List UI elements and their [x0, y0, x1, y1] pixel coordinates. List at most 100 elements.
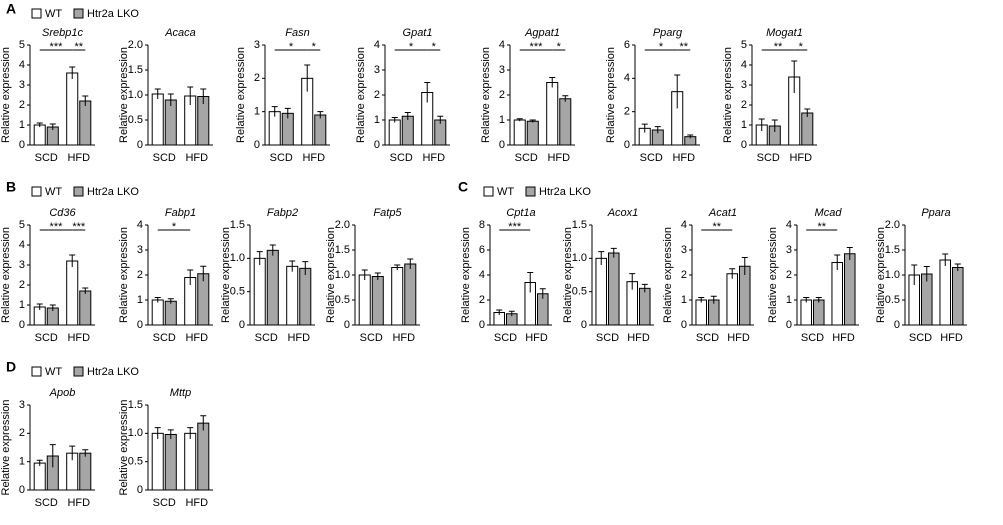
legend-label: WT [497, 186, 514, 198]
significance-label: ** [817, 221, 826, 233]
x-tick-label: HFD [789, 152, 812, 164]
bar [79, 452, 92, 491]
bar [921, 273, 933, 326]
bar [266, 249, 279, 326]
significance-label: * [172, 221, 177, 233]
y-tick-label: 1 [786, 294, 792, 306]
legend-swatch [31, 186, 42, 197]
error-bar [911, 264, 918, 285]
significance-label: ** [712, 221, 721, 233]
x-tick-label: SCD [153, 152, 176, 164]
chart-title: Acaca [164, 27, 196, 39]
significance-label: * [557, 41, 562, 53]
y-tick-label: 3 [19, 259, 25, 271]
x-tick-label: SCD [909, 332, 932, 344]
x-tick-label: SCD [35, 152, 58, 164]
y-tick-label: 0 [786, 319, 792, 331]
legend-swatch [73, 366, 84, 377]
error-bar [741, 257, 748, 275]
y-tick-label: 4 [624, 72, 630, 84]
chart-title: Mcad [815, 207, 843, 219]
error-bar [629, 273, 636, 290]
chart-title: Fasn [285, 27, 309, 39]
bar [151, 93, 164, 146]
error-bar [187, 427, 194, 439]
x-tick-label: SCD [255, 332, 278, 344]
error-bar [758, 118, 765, 131]
y-axis-label: Relative expression [118, 47, 130, 143]
y-tick-label: 5 [19, 219, 25, 231]
y-tick-label: 0.5 [572, 286, 587, 298]
bar [726, 273, 739, 326]
panel-label: B [6, 179, 16, 195]
bar [164, 433, 177, 491]
y-tick-label: 0 [479, 319, 485, 331]
bar [66, 260, 79, 326]
error-bar [49, 304, 56, 311]
error-bar [317, 111, 324, 119]
y-tick-label: 1 [137, 294, 143, 306]
error-bar [771, 119, 778, 132]
bar [79, 290, 92, 326]
y-tick-label: 0.5 [128, 114, 143, 126]
y-tick-label: 0 [681, 319, 687, 331]
error-bar [154, 427, 161, 439]
y-tick-label: 3 [374, 64, 380, 76]
y-tick-label: 1 [254, 106, 260, 118]
y-tick-label: 3 [19, 79, 25, 91]
error-bar [610, 247, 617, 258]
bar [151, 432, 164, 491]
significance-label: * [799, 41, 804, 53]
y-tick-label: 2 [254, 72, 260, 84]
chart-title: Cpt1a [506, 207, 535, 219]
y-tick-label: 1 [374, 114, 380, 126]
y-tick-label: 0 [19, 484, 25, 496]
x-tick-label: HFD [67, 332, 90, 344]
y-axis-label: Relative expression [0, 400, 12, 496]
x-tick-label: HFD [185, 332, 208, 344]
significance-label: *** [50, 41, 64, 53]
error-bar [304, 64, 311, 92]
y-axis-label: Relative expression [220, 227, 232, 323]
x-tick-label: SCD [153, 332, 176, 344]
y-tick-label: 5 [19, 39, 25, 51]
error-bar [674, 74, 681, 109]
error-bar [154, 88, 161, 99]
error-bar [539, 288, 546, 299]
bar [299, 267, 312, 326]
y-tick-label: 3 [137, 244, 143, 256]
error-bar [598, 251, 605, 265]
x-tick-label: HFD [525, 332, 548, 344]
y-axis-label: Relative expression [0, 227, 12, 323]
error-bar [36, 303, 43, 310]
x-tick-label: SCD [35, 497, 58, 509]
y-tick-label: 1.5 [230, 219, 245, 231]
y-tick-label: 2 [19, 99, 25, 111]
y-tick-label: 0.5 [230, 286, 245, 298]
error-bar [49, 444, 56, 468]
x-tick-label: HFD [627, 332, 650, 344]
error-bar [187, 269, 194, 285]
y-tick-label: 0 [19, 319, 25, 331]
y-tick-label: 4 [19, 59, 25, 71]
error-bar [69, 254, 76, 267]
error-bar [36, 459, 43, 466]
y-tick-label: 0 [137, 484, 143, 496]
error-bar [424, 82, 431, 103]
x-tick-label: SCD [757, 152, 780, 164]
bar [151, 299, 164, 326]
error-bar [529, 119, 536, 123]
bar [546, 82, 559, 146]
panel-label: A [6, 1, 16, 17]
x-tick-label: SCD [515, 152, 538, 164]
y-tick-label: 1.5 [572, 219, 587, 231]
y-axis-label: Relative expression [325, 227, 337, 323]
chart-title: Fabp2 [267, 207, 298, 219]
y-tick-label: 1.0 [335, 269, 350, 281]
error-bar [710, 295, 717, 304]
y-tick-label: 4 [741, 59, 747, 71]
bar [939, 259, 952, 326]
chart-title: Acat1 [708, 207, 737, 219]
error-bar [562, 95, 569, 102]
